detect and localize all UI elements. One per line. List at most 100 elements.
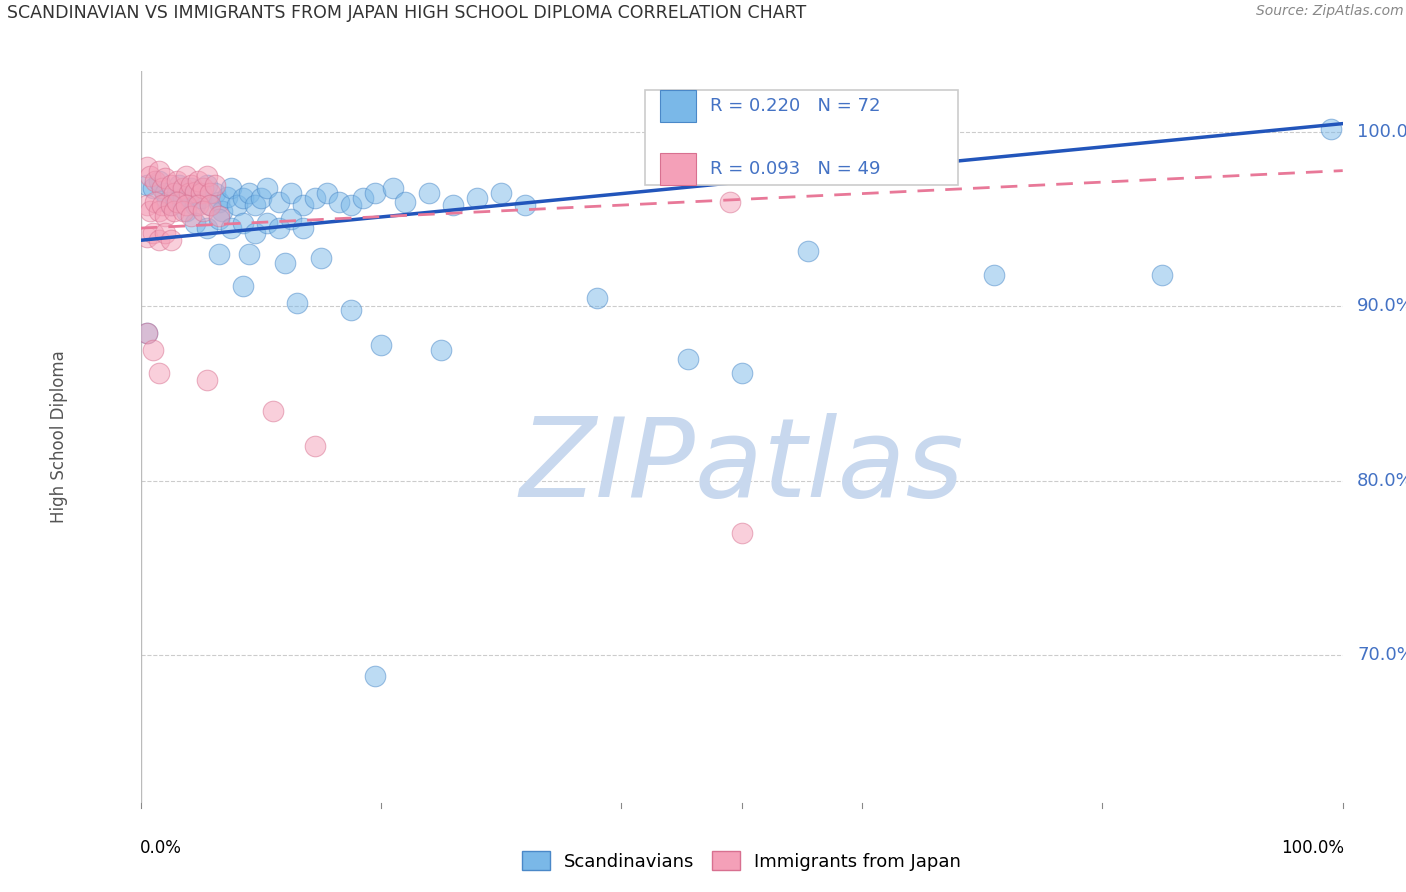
Point <box>465 192 488 206</box>
Point <box>200 198 222 212</box>
Point <box>208 247 231 261</box>
Point <box>172 203 194 218</box>
Point <box>167 178 190 192</box>
Point <box>195 178 218 192</box>
Point <box>291 198 314 212</box>
Point <box>280 186 302 201</box>
Point <box>163 186 186 201</box>
Point <box>219 221 242 235</box>
Point <box>364 668 387 682</box>
Point <box>135 160 157 174</box>
Point <box>586 291 609 305</box>
Point <box>262 404 284 418</box>
Point <box>250 192 273 206</box>
Text: Source: ZipAtlas.com: Source: ZipAtlas.com <box>1256 4 1403 19</box>
Text: R = 0.220   N = 72: R = 0.220 N = 72 <box>710 96 882 115</box>
Legend: Scandinavians, Immigrants from Japan: Scandinavians, Immigrants from Japan <box>515 844 969 878</box>
Point <box>1319 121 1341 136</box>
Point <box>370 338 392 352</box>
Point <box>204 186 226 201</box>
Point <box>1152 268 1174 282</box>
Point <box>195 221 218 235</box>
Point <box>267 221 290 235</box>
Point <box>274 256 297 270</box>
Point <box>256 181 278 195</box>
Point <box>148 203 170 218</box>
Point <box>191 203 214 218</box>
Text: High School Diploma: High School Diploma <box>49 351 67 524</box>
Point <box>172 181 194 195</box>
Point <box>190 186 212 201</box>
Point <box>304 439 326 453</box>
Point <box>180 178 202 192</box>
Point <box>183 185 205 199</box>
Point <box>142 181 165 195</box>
Point <box>150 181 173 195</box>
Point <box>304 192 326 206</box>
Point <box>159 233 181 247</box>
Point <box>718 194 741 209</box>
Point <box>191 181 214 195</box>
Point <box>180 181 202 195</box>
Point <box>143 194 166 209</box>
Point <box>340 302 363 317</box>
Point <box>256 216 278 230</box>
Point <box>148 366 170 380</box>
Point <box>238 247 260 261</box>
Point <box>441 198 464 212</box>
Point <box>135 326 157 340</box>
Point <box>187 186 209 201</box>
Point <box>983 268 1005 282</box>
Point <box>174 169 197 183</box>
Point <box>159 198 181 212</box>
FancyBboxPatch shape <box>659 90 696 122</box>
Point <box>232 192 254 206</box>
Point <box>148 174 170 188</box>
Point <box>382 181 405 195</box>
Text: 100.0%: 100.0% <box>1357 123 1406 141</box>
Text: 80.0%: 80.0% <box>1357 472 1406 490</box>
Point <box>163 203 186 218</box>
Point <box>139 203 162 218</box>
Point <box>291 221 314 235</box>
Point <box>285 296 308 310</box>
Point <box>142 343 165 357</box>
Point <box>153 186 176 201</box>
Point <box>340 198 363 212</box>
Point <box>491 186 513 201</box>
Point <box>159 178 181 192</box>
FancyBboxPatch shape <box>659 153 696 185</box>
Point <box>153 227 176 241</box>
Point <box>731 366 754 380</box>
Point <box>135 198 157 212</box>
Text: 70.0%: 70.0% <box>1357 646 1406 664</box>
Point <box>208 212 231 227</box>
Point <box>208 194 231 209</box>
Point <box>195 373 218 387</box>
Point <box>153 170 176 185</box>
Point <box>232 216 254 230</box>
Point <box>352 192 374 206</box>
Point <box>200 186 222 201</box>
Point <box>515 198 537 212</box>
Point <box>243 198 266 212</box>
Point <box>309 251 332 265</box>
Point <box>148 233 170 247</box>
Point <box>430 343 453 357</box>
Point <box>159 198 181 212</box>
Point <box>418 186 440 201</box>
Point <box>364 186 387 201</box>
Point <box>200 198 222 212</box>
Point <box>150 198 173 212</box>
Point <box>156 194 179 209</box>
Point <box>316 186 339 201</box>
Point <box>243 227 266 241</box>
Point <box>195 169 218 183</box>
Text: 100.0%: 100.0% <box>1281 839 1344 857</box>
Point <box>219 181 242 195</box>
Point <box>217 190 239 204</box>
Text: 0.0%: 0.0% <box>139 839 181 857</box>
Point <box>177 186 200 201</box>
Point <box>394 194 416 209</box>
Point <box>166 174 188 188</box>
